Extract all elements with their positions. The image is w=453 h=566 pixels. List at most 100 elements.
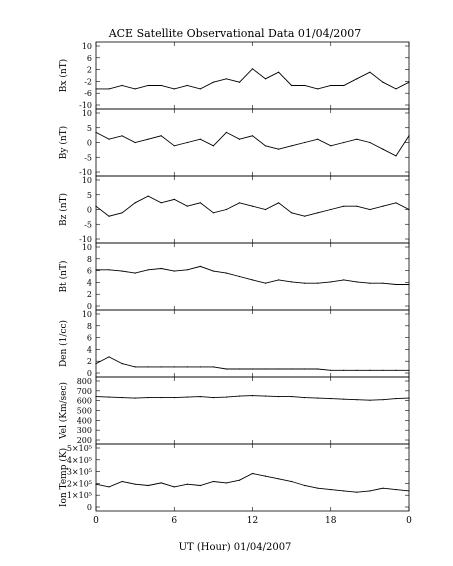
- data-point: [186, 84, 188, 87]
- y-tick-label: -6: [84, 89, 92, 98]
- data-point: [173, 145, 175, 147]
- data-point: [108, 396, 110, 398]
- y-tick-label: 2: [87, 357, 92, 366]
- y-tick-label: -10: [79, 235, 92, 244]
- data-point: [251, 472, 254, 475]
- data-point: [395, 88, 397, 90]
- panel-frame: [95, 175, 410, 244]
- y-tick-label: 10: [82, 109, 92, 118]
- data-point: [95, 205, 97, 207]
- data-point: [343, 398, 345, 400]
- data-point: [238, 275, 241, 278]
- series-line: [96, 265, 409, 285]
- data-point: [238, 479, 241, 481]
- y-tick-label: 500: [77, 407, 92, 416]
- data-point: [186, 205, 188, 207]
- data-point: [212, 366, 214, 368]
- data-point: [291, 368, 293, 370]
- data-point: [147, 397, 149, 399]
- data-point: [264, 395, 267, 397]
- data-point: [134, 366, 136, 368]
- data-point: [278, 202, 280, 204]
- data-point: [343, 141, 345, 144]
- data-point: [95, 396, 97, 398]
- data-point: [278, 71, 280, 73]
- data-point: [199, 396, 201, 398]
- y-tick-label: 0: [87, 503, 92, 512]
- data-point: [238, 395, 241, 397]
- x-tick-label: 12: [247, 516, 258, 526]
- panel-4: 10 8 6 4 2 0 Bt (nT): [58, 242, 410, 311]
- y-tick-label: 8: [87, 255, 92, 264]
- x-tick-label: 18: [325, 516, 337, 526]
- data-point: [343, 84, 345, 87]
- data-point: [356, 281, 358, 283]
- chart-title: ACE Satellite Observational Data 01/04/2…: [108, 27, 362, 40]
- data-point: [278, 396, 280, 398]
- data-point: [121, 480, 123, 483]
- series-line: [95, 356, 409, 371]
- data-point: [225, 482, 227, 484]
- panel-frame: [95, 376, 410, 445]
- data-point: [395, 202, 397, 204]
- y-axis-label: By (nT): [58, 126, 69, 159]
- data-point: [382, 399, 384, 401]
- data-point: [291, 281, 293, 283]
- data-point: [369, 208, 371, 211]
- y-tick-label: 0: [87, 139, 92, 148]
- data-point: [121, 84, 123, 87]
- data-point: [356, 369, 358, 371]
- data-point: [121, 212, 123, 214]
- data-point: [382, 282, 384, 284]
- data-point: [173, 270, 175, 272]
- data-point: [199, 88, 201, 90]
- data-point: [134, 272, 136, 274]
- data-point: [212, 81, 214, 83]
- y-tick-label: 200: [77, 436, 92, 445]
- y-tick-label: 10: [82, 176, 92, 185]
- y-tick-label: 4×10⁵: [67, 456, 92, 465]
- data-point: [108, 138, 110, 140]
- data-point: [408, 135, 410, 137]
- series-line: [96, 68, 410, 90]
- data-point: [317, 282, 319, 284]
- panel-frame: [95, 108, 410, 177]
- data-point: [330, 145, 332, 147]
- data-point: [343, 279, 345, 281]
- data-point: [317, 487, 319, 489]
- data-point: [108, 88, 110, 90]
- data-point: [225, 78, 227, 80]
- data-point: [134, 202, 136, 204]
- series-line: [95, 395, 410, 401]
- y-tick-label: -5: [84, 220, 92, 229]
- data-point: [382, 205, 384, 207]
- data-point: [199, 265, 201, 267]
- y-tick-label: -5: [84, 153, 92, 162]
- y-tick-label: 0: [87, 302, 92, 311]
- data-point: [160, 84, 162, 87]
- data-point: [173, 88, 175, 90]
- series-line: [95, 473, 410, 493]
- data-point: [304, 368, 306, 370]
- data-point: [108, 356, 110, 358]
- data-point: [330, 84, 332, 87]
- data-point: [369, 490, 371, 492]
- data-point: [330, 369, 332, 371]
- data-point: [186, 396, 188, 398]
- data-point: [264, 282, 267, 284]
- x-tick-label: 6: [171, 516, 177, 526]
- data-point: [147, 366, 149, 368]
- data-point: [264, 145, 267, 147]
- panel-frame: [95, 443, 410, 512]
- data-point: [395, 155, 397, 157]
- data-point: [278, 478, 280, 480]
- data-point: [199, 138, 201, 140]
- data-point: [251, 205, 254, 207]
- data-point: [264, 78, 267, 80]
- data-point: [408, 81, 410, 83]
- data-point: [317, 138, 319, 140]
- data-point: [278, 279, 280, 281]
- data-point: [225, 368, 227, 370]
- data-point: [264, 475, 267, 477]
- data-point: [160, 397, 162, 399]
